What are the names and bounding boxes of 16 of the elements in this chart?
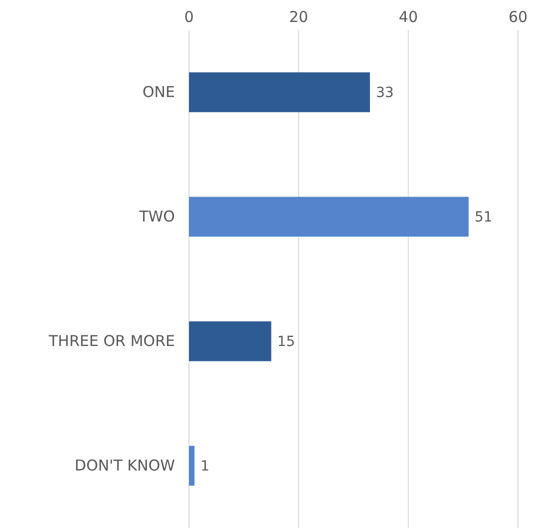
- y-tick-label: THREE OR MORE: [48, 332, 175, 350]
- bar: [189, 196, 469, 237]
- data-label: 51: [474, 210, 492, 226]
- y-tick-label: ONE: [142, 83, 175, 102]
- y-tick-label: DON'T KNOW: [74, 456, 176, 475]
- x-tick-label: 20: [289, 8, 308, 26]
- x-tick-label: 40: [398, 8, 418, 26]
- x-tick-label: 0: [184, 8, 194, 26]
- bar: [189, 446, 194, 486]
- bar: [189, 72, 370, 112]
- data-label: 33: [376, 85, 394, 102]
- y-tick-label: TWO: [138, 208, 175, 226]
- bar: [189, 321, 272, 362]
- x-tick-label: 60: [508, 8, 528, 26]
- data-label: 15: [277, 334, 296, 350]
- data-label: 1: [200, 458, 210, 475]
